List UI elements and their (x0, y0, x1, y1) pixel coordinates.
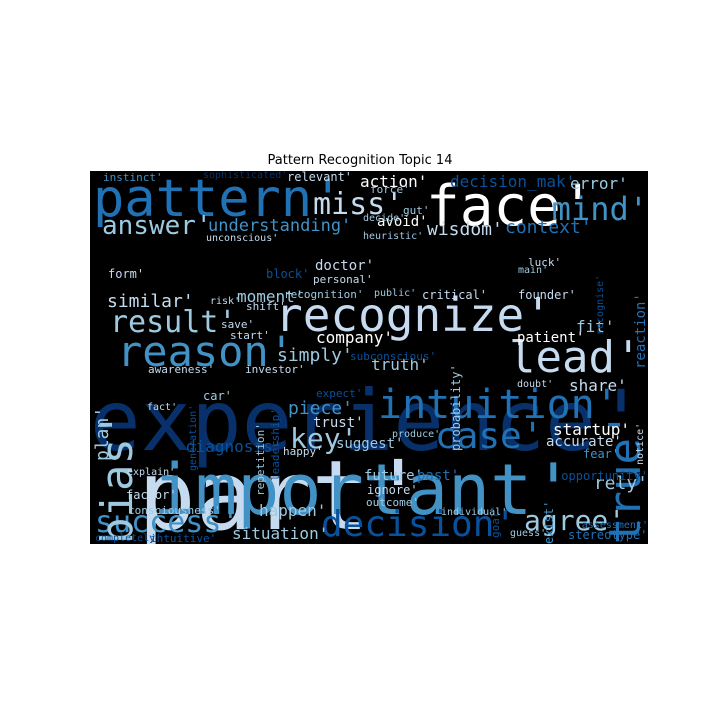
word-lead: lead' (509, 332, 642, 383)
word-result: result' (110, 305, 237, 340)
word-suggest: suggest' (336, 436, 404, 452)
word-success: success' (95, 505, 240, 540)
word-block: block' (266, 267, 310, 281)
word-critical: critical' (422, 288, 488, 302)
word-piece: piece' (288, 398, 354, 419)
word-important: important' (153, 449, 575, 531)
word-experience: experience' (90, 372, 647, 470)
chart-title: Pattern Recognition Topic 14 (267, 153, 453, 168)
word-similar: similar' (107, 291, 194, 312)
word-mind: mind' (551, 190, 648, 228)
word-truth: truth' (371, 355, 429, 374)
word-founder: founder' (518, 288, 576, 302)
word-reaction: reaction' (633, 293, 648, 369)
word-case: case' (435, 416, 544, 457)
word-investor: investor' (245, 363, 305, 376)
word-opportunity: opportunity' (561, 469, 648, 483)
word-past: past' (417, 468, 460, 484)
word-share: share' (569, 376, 627, 395)
word-instinct: instinct' (103, 171, 163, 184)
word-fit: fit' (576, 317, 615, 336)
word-sophisticated: sophisticated' (203, 171, 288, 181)
word-intuition: intuition' (378, 382, 619, 428)
word-wisdom: wisdom' (427, 219, 503, 240)
word-expect: expect' (316, 387, 363, 400)
word-startup: startup' (553, 420, 631, 439)
word-notice: notice' (635, 422, 646, 465)
word-error: error' (570, 174, 628, 193)
word-heuristic: heuristic' (363, 231, 424, 242)
word-recognise: recognise' (595, 274, 606, 335)
word-guess: guess' (510, 528, 547, 539)
word-risk: risk' (210, 296, 241, 307)
word-gut: gut' (403, 204, 430, 217)
word-shift: shift' (246, 300, 286, 313)
word-decide: decide' (363, 213, 406, 224)
word-force: force' (370, 183, 410, 196)
word-awareness: awareness' (148, 363, 215, 376)
word-relevant: relevant' (287, 171, 353, 184)
word-unconscious: unconscious' (206, 233, 279, 244)
word-explain: explain' (127, 467, 176, 478)
word-moment: moment' (237, 287, 305, 306)
word-generation: generation' (188, 404, 199, 471)
word-consciousness: consciousness' (128, 504, 221, 517)
word-stereotype: stereotype' (568, 528, 648, 542)
word-miss: miss' (313, 187, 404, 222)
word-plan: plan' (92, 406, 113, 461)
word-key: key' (290, 422, 358, 455)
word-action: action' (360, 172, 428, 191)
word-luck: luck' (528, 256, 562, 269)
word-doctor: doctor' (315, 258, 375, 274)
word-produce: produce' (392, 429, 441, 440)
word-repetition: repetition' (254, 423, 267, 496)
word-outcome: outcome' (366, 496, 419, 509)
word-recognition: recognition' (284, 288, 364, 301)
word-fact: fact' (147, 402, 178, 413)
word-doubt: doubt' (517, 379, 554, 390)
word-trust: trust' (313, 415, 364, 431)
word-cloud: experience' part' important' face' pattern' r… (90, 171, 648, 544)
word-leadership: leadership' (269, 408, 282, 481)
word-face: face' (426, 174, 595, 239)
word-personal: personal' (313, 273, 373, 286)
word-individual: individual' (441, 507, 508, 518)
word-context: context' (505, 217, 592, 238)
word-pattern: pattern' (93, 171, 344, 229)
word-exist: exist' (542, 500, 556, 544)
word-answer: answer' (102, 211, 212, 241)
word-future: future' (364, 468, 424, 484)
word-simply: simply' (277, 345, 353, 366)
word-understanding: understanding' (208, 216, 352, 236)
word-assessment: assessment' (581, 520, 648, 531)
word-agree: agree' (524, 504, 626, 537)
word-happen: happen' (259, 501, 327, 520)
word-intuitive: intuitive' (150, 532, 217, 544)
word-ignore: ignore' (367, 483, 418, 497)
word-recognize: recognize' (275, 288, 552, 342)
word-diagnosis: diagnosis' (186, 437, 283, 456)
word-public: public' (374, 288, 417, 299)
word-avoid: avoid' (377, 214, 428, 230)
word-decision_mak: decision_mak' (450, 172, 576, 191)
word-completely: completely' (95, 533, 162, 544)
word-form: form' (108, 267, 145, 281)
word-car: car' (203, 389, 232, 403)
word-start: start' (230, 329, 270, 342)
word-reason: reason' (117, 327, 295, 376)
word-patient: patient' (517, 330, 585, 346)
word-situation: situation' (232, 524, 329, 543)
word-main: main' (518, 265, 549, 276)
word-decision: decision' (321, 504, 517, 544)
word-save: save' (221, 318, 255, 331)
word-subconscious: subconscious' (350, 350, 437, 363)
word-factor: factor' (126, 488, 177, 502)
word-company: company' (316, 328, 394, 347)
word-probability: probability' (449, 364, 463, 451)
word-fear: fear' (583, 447, 620, 461)
word-accurate: accurate' (546, 434, 622, 450)
word-rely: rely' (593, 473, 648, 494)
word-part: part' (138, 440, 427, 544)
word-happy: happy' (283, 445, 323, 458)
